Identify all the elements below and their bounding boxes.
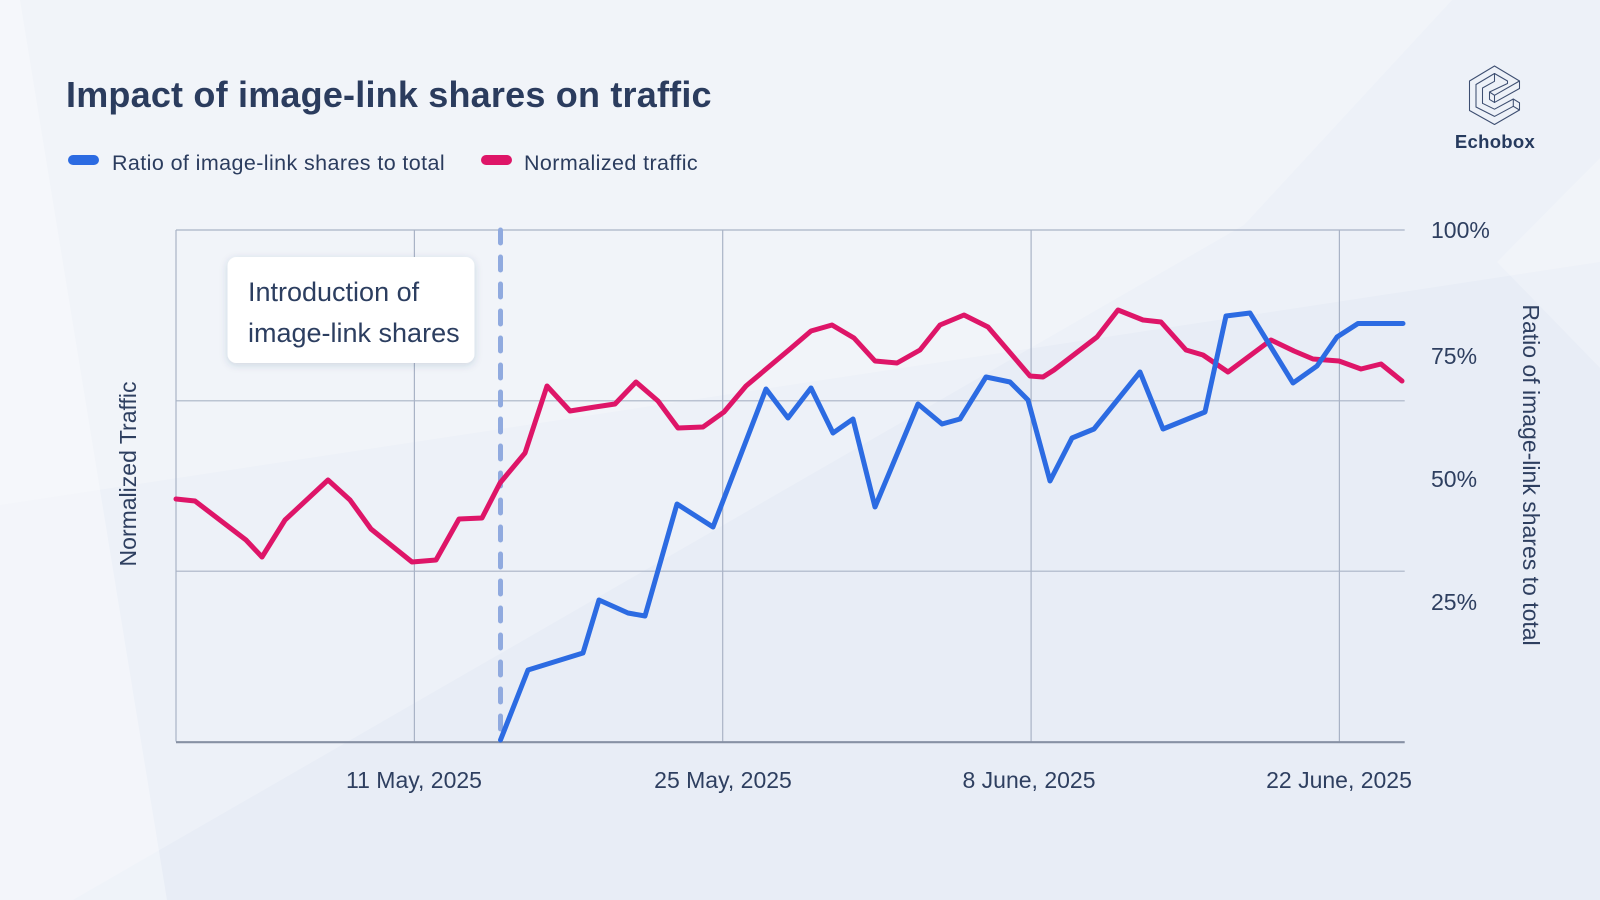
svg-text:22 June, 2025: 22 June, 2025	[1266, 767, 1412, 793]
svg-text:8 June, 2025: 8 June, 2025	[962, 767, 1095, 793]
svg-text:50%: 50%	[1431, 466, 1477, 492]
svg-text:11 May, 2025: 11 May, 2025	[346, 767, 482, 793]
svg-text:image-link shares: image-link shares	[248, 318, 460, 348]
svg-text:100%: 100%	[1431, 217, 1490, 243]
svg-text:75%: 75%	[1431, 343, 1477, 369]
svg-text:Introduction of: Introduction of	[248, 277, 420, 307]
svg-text:Normalized Traffic: Normalized Traffic	[115, 382, 141, 567]
svg-text:Ratio of image-link shares to: Ratio of image-link shares to total	[1518, 304, 1544, 645]
svg-text:25%: 25%	[1431, 589, 1477, 615]
svg-text:25 May, 2025: 25 May, 2025	[654, 767, 792, 793]
